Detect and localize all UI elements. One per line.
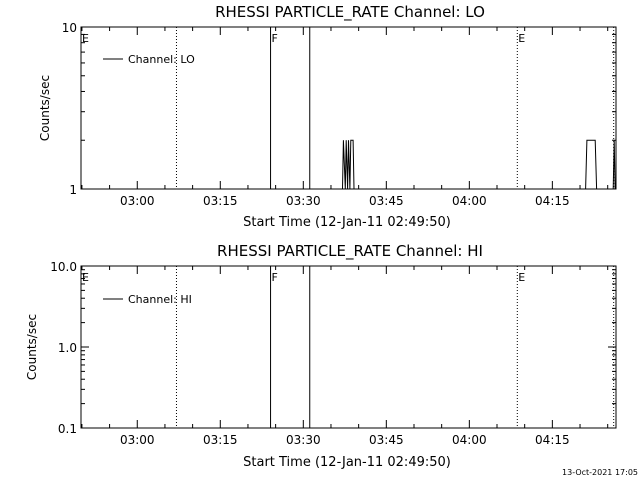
panel-lo-x-tick-label: 03:15: [203, 194, 238, 208]
panel-hi-title: RHESSI PARTICLE_RATE Channel: HI: [217, 242, 483, 261]
footer-timestamp: 13-Oct-2021 17:05: [562, 468, 638, 477]
panel-lo-y-tick-label: 1: [69, 183, 77, 197]
panel-hi-x-tick-label: 03:00: [120, 433, 155, 447]
panel-hi-y-tick-label: 1.0: [58, 341, 77, 355]
panel-lo-y-tick-label: 10: [62, 21, 77, 35]
panel-lo-marker-label: E: [518, 32, 525, 45]
panel-lo-x-tick-label: 03:45: [369, 194, 404, 208]
panel-lo-frame: [80, 26, 617, 190]
panel-hi-x-tick-label: 03:15: [203, 433, 238, 447]
panel-lo-legend-label: Channel: LO: [128, 53, 195, 66]
panel-lo-marker-label: F: [272, 32, 278, 45]
panel-lo-marker-label: E: [82, 32, 89, 45]
panel-hi: RHESSI PARTICLE_RATE Channel: HI E F E 03:…: [25, 242, 617, 470]
panel-lo-y-axis: 1 10: [62, 21, 616, 197]
panel-hi-x-tick-label: 04:00: [452, 433, 487, 447]
panel-hi-x-tick-label: 03:30: [286, 433, 321, 447]
panel-hi-y-axis: 0.1 1.0 10.0: [50, 260, 616, 436]
panel-lo-x-tick-label: 04:00: [452, 194, 487, 208]
panel-lo-series: [342, 139, 616, 190]
panel-lo-y-label: Counts/sec: [38, 75, 52, 141]
panel-hi-y-label: Counts/sec: [25, 314, 39, 380]
panel-lo-x-tick-label: 03:00: [120, 194, 155, 208]
panel-hi-legend: Channel: HI: [103, 293, 192, 306]
panel-hi-marker-label: E: [82, 271, 89, 284]
panel-lo-x-axis: 03:00 03:15 03:30 03:45 04:00 04:15: [81, 27, 609, 208]
panel-hi-legend-label: Channel: HI: [128, 293, 192, 306]
panel-hi-marker-label: E: [518, 271, 525, 284]
panel-hi-x-label: Start Time (12-Jan-11 02:49:50): [243, 455, 451, 470]
panel-hi-x-tick-label: 03:45: [369, 433, 404, 447]
panel-lo-legend: Channel: LO: [103, 53, 195, 66]
panel-lo: RHESSI PARTICLE_RATE Channel: LO E F E 03:…: [38, 3, 617, 230]
panel-lo-x-tick-label: 04:15: [535, 194, 570, 208]
panel-lo-title: RHESSI PARTICLE_RATE Channel: LO: [215, 3, 485, 22]
panel-lo-series-line: [342, 139, 616, 190]
panel-hi-y-tick-label: 0.1: [58, 422, 77, 436]
panel-lo-x-label: Start Time (12-Jan-11 02:49:50): [243, 215, 451, 230]
panel-hi-y-tick-label: 10.0: [50, 260, 77, 274]
panel-hi-x-tick-label: 04:15: [535, 433, 570, 447]
panel-hi-x-axis: 03:00 03:15 03:30 03:45 04:00 04:15: [81, 266, 609, 447]
panel-lo-x-tick-label: 03:30: [286, 194, 321, 208]
panel-hi-marker-label: F: [272, 271, 278, 284]
